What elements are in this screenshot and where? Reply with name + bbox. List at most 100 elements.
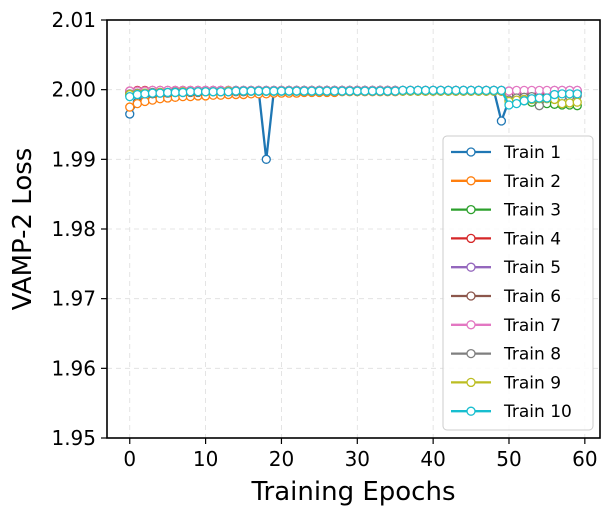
legend: Train 1 Train 2 Train 3 Train 4 Train 5 Train… [442, 135, 594, 431]
x-tick-label: 40 [420, 447, 445, 471]
series-10 [125, 85, 582, 110]
y-tick-label: 2.00 [51, 78, 96, 102]
data-point [254, 86, 264, 96]
data-point [565, 89, 575, 99]
y-tick-label: 1.96 [51, 356, 96, 380]
data-point [163, 87, 173, 98]
axis-ticks: 0 10 20 30 40 50 60 1.95 1.96 1.97 1.98 1.99 2.00 2.0… [51, 8, 597, 471]
data-point [125, 91, 135, 102]
data-point [481, 85, 491, 96]
data-point [132, 89, 142, 100]
legend-swatch-marker [466, 377, 476, 388]
y-tick-label: 1.95 [51, 426, 96, 450]
data-point [542, 85, 552, 96]
data-point [420, 85, 431, 96]
legend-label: Train 1 [503, 143, 561, 163]
y-tick-label: 2.01 [51, 8, 96, 32]
data-point [147, 88, 158, 98]
data-point [473, 85, 484, 96]
y-tick-label: 1.98 [51, 217, 96, 241]
data-point [276, 86, 287, 96]
legend-label: Train 2 [503, 172, 561, 192]
data-point [549, 89, 560, 100]
data-point [527, 94, 537, 104]
data-point [489, 85, 499, 96]
data-point [140, 96, 150, 107]
data-point [504, 100, 514, 110]
data-point [329, 86, 340, 96]
data-point [436, 85, 446, 96]
legend-swatch-marker [466, 291, 476, 301]
x-tick-label: 30 [345, 447, 370, 471]
data-point [542, 93, 552, 103]
data-point [284, 86, 294, 96]
y-tick-label: 1.97 [51, 287, 96, 311]
legend-swatch-marker [466, 262, 476, 272]
data-point [314, 86, 325, 96]
data-point [496, 116, 507, 126]
x-tick-label: 10 [193, 447, 218, 471]
legend-label: Train 10 [503, 402, 572, 422]
data-point [345, 86, 355, 96]
legend-label: Train 6 [503, 287, 561, 307]
x-tick-label: 20 [269, 447, 294, 471]
legend-swatch-marker [466, 233, 476, 244]
data-point [572, 97, 582, 107]
data-point [291, 86, 302, 96]
y-tick-label: 1.99 [51, 147, 96, 171]
legend-swatch-marker [466, 204, 476, 215]
data-point [125, 102, 135, 112]
data-point [223, 87, 234, 97]
data-point [200, 87, 211, 97]
data-point [367, 86, 378, 96]
data-point [405, 85, 416, 96]
data-point [155, 88, 165, 98]
legend-label: Train 8 [503, 345, 561, 365]
legend-label: Train 3 [503, 201, 561, 221]
data-point [360, 86, 370, 96]
data-point [238, 86, 249, 96]
data-point [390, 86, 400, 96]
data-point [322, 86, 332, 96]
legend-label: Train 9 [503, 373, 561, 393]
series-layer [125, 85, 582, 164]
legend-label: Train 4 [503, 229, 561, 249]
data-point [375, 86, 385, 96]
data-point [565, 98, 575, 108]
data-point [443, 85, 453, 96]
data-point [451, 85, 461, 96]
data-point [170, 87, 180, 98]
x-tick-label: 0 [123, 447, 136, 471]
legend-swatch-marker [466, 348, 476, 359]
data-point [246, 86, 256, 96]
y-axis-label: VAMP-2 Loss [8, 148, 38, 311]
data-point [299, 86, 309, 96]
data-point [216, 87, 226, 97]
data-point [428, 85, 438, 96]
data-point [140, 89, 150, 99]
data-point [458, 85, 469, 96]
data-point [231, 86, 241, 96]
data-point [557, 89, 567, 99]
x-tick-label: 60 [572, 447, 597, 471]
data-point [398, 85, 408, 96]
legend-swatch-marker [466, 406, 476, 416]
data-point [466, 85, 476, 96]
data-point [534, 85, 544, 96]
data-point [413, 85, 423, 96]
data-point [496, 85, 507, 96]
legend-label: Train 5 [503, 258, 561, 278]
legend-label: Train 7 [503, 316, 561, 336]
data-point [572, 89, 582, 99]
legend-swatch-marker [466, 320, 476, 330]
data-point [178, 87, 188, 98]
legend-swatch-marker [466, 176, 476, 186]
data-point [534, 93, 544, 103]
data-point [269, 86, 279, 96]
data-point [382, 86, 393, 96]
data-point [307, 86, 317, 96]
data-point [557, 98, 567, 109]
data-point [519, 96, 529, 106]
data-point [504, 86, 514, 96]
